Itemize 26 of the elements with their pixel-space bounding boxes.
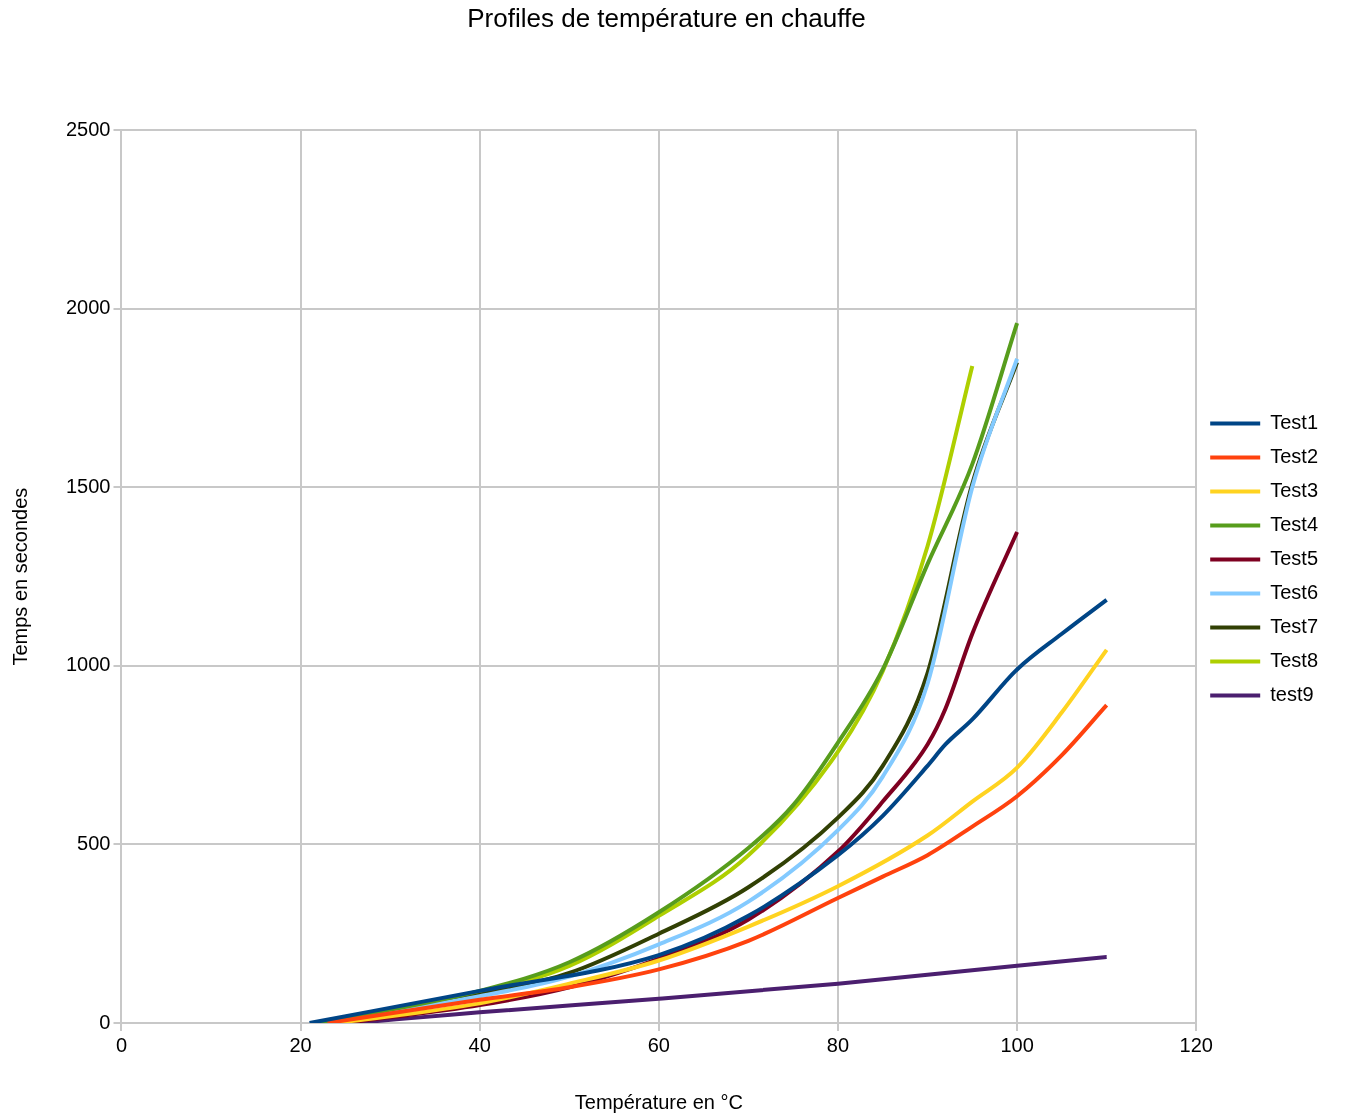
x-tick-label: 80 [826, 1033, 850, 1056]
x-tick-label: 0 [115, 1033, 128, 1056]
legend-label: test9 [1270, 683, 1314, 706]
y-tick-label: 2000 [65, 296, 111, 319]
legend-label: Test2 [1270, 445, 1319, 468]
y-tick-label: 500 [77, 831, 111, 854]
legend-label: Test5 [1270, 547, 1319, 570]
legend-label: Test3 [1270, 479, 1319, 502]
x-tick-label: 20 [289, 1033, 312, 1056]
x-tick-label: 100 [1000, 1033, 1034, 1056]
legend-label: Test7 [1270, 615, 1319, 638]
x-tick-label: 40 [468, 1033, 491, 1056]
x-tick-label: 60 [647, 1033, 670, 1056]
chart-title: Profiles de température en chauffe [467, 2, 866, 33]
line-series [325, 703, 1109, 1023]
y-axis-title: Temps en secondes [8, 487, 31, 666]
x-tick-label: 120 [1179, 1033, 1213, 1056]
legend-label: Test6 [1270, 581, 1319, 604]
legend-label: Test1 [1270, 411, 1319, 434]
legend-label: Test4 [1270, 513, 1319, 536]
x-axis-title: Température en °C [574, 1090, 743, 1113]
legend-label: Test8 [1270, 649, 1319, 672]
y-tick-label: 1500 [65, 474, 111, 497]
y-tick-label: 1000 [65, 653, 111, 676]
y-tick-label: 0 [99, 1010, 111, 1033]
y-tick-label: 2500 [65, 117, 111, 140]
